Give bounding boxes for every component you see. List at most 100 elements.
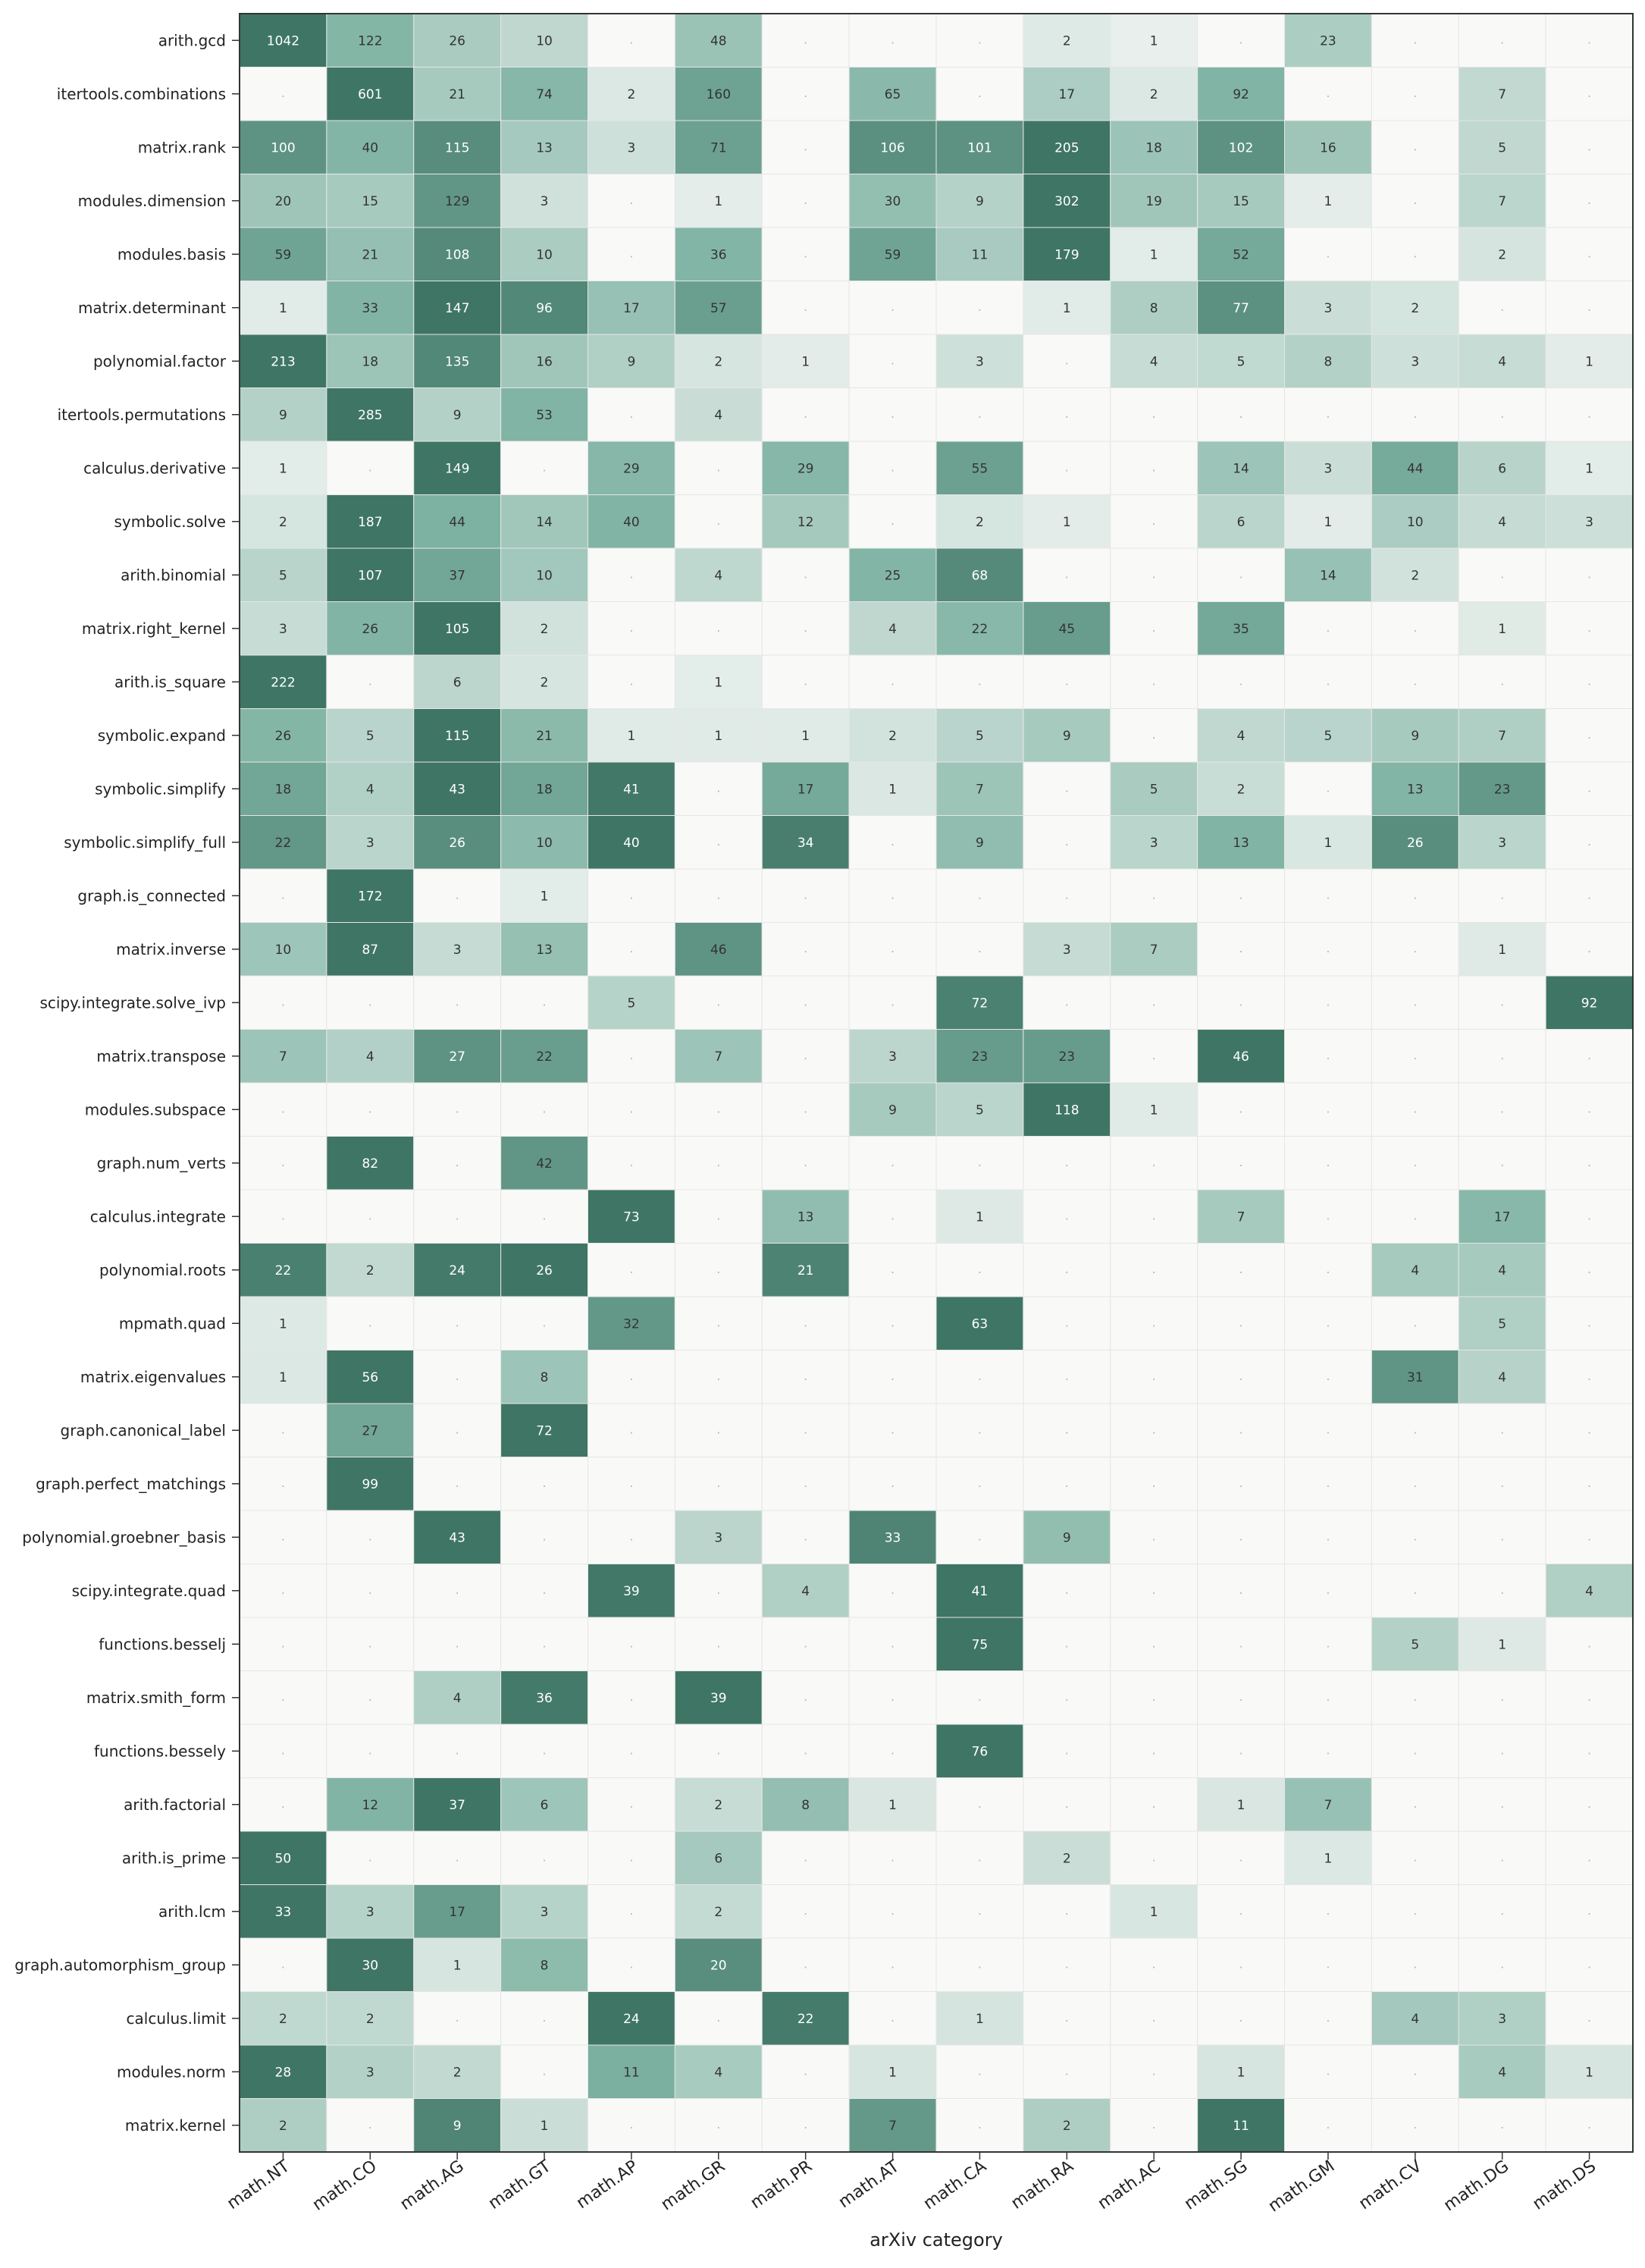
- heatmap-cell: [761, 281, 850, 335]
- cell-value: .: [1065, 780, 1069, 795]
- heatmap-cell: [1545, 975, 1634, 1030]
- cell-value: .: [978, 673, 982, 688]
- cell-value: .: [629, 246, 633, 260]
- heatmap-cell: [413, 1510, 502, 1564]
- cell-value: 4: [1498, 1263, 1506, 1278]
- cell-value: .: [1326, 1583, 1330, 1597]
- heatmap-cell: [674, 1777, 763, 1832]
- cell-value: .: [804, 566, 807, 581]
- y-tick-label: polynomial.factor: [93, 352, 227, 370]
- heatmap-cell: [1545, 1724, 1634, 1778]
- cell-value: .: [1065, 1743, 1069, 1757]
- cell-value: 3: [888, 1049, 897, 1065]
- cell-value: .: [716, 1583, 720, 1597]
- heatmap-cell: [588, 761, 675, 816]
- cell-value: 40: [623, 515, 640, 530]
- heatmap-cell: [1545, 868, 1634, 923]
- cell-value: 37: [449, 568, 465, 583]
- cell-value: 30: [885, 194, 901, 209]
- y-tick-label: modules.subspace: [85, 1100, 226, 1118]
- cell-value: 2: [1063, 2119, 1071, 2134]
- heatmap-cell: [1284, 1029, 1372, 1084]
- cell-value: .: [1239, 1101, 1243, 1115]
- heatmap-cell: [1023, 1189, 1111, 1244]
- cell-value: .: [1326, 1315, 1330, 1329]
- cell-value: .: [1065, 1636, 1069, 1650]
- cell-value: .: [1587, 1689, 1591, 1704]
- cell-value: 1: [1150, 247, 1158, 262]
- cell-value: 43: [449, 1530, 465, 1545]
- cell-value: 7: [1150, 943, 1158, 958]
- heatmap-cell: [1284, 547, 1372, 602]
- heatmap-cell: [413, 1350, 502, 1404]
- heatmap-cell: [239, 1029, 327, 1084]
- cell-value: 44: [1407, 461, 1424, 476]
- cell-value: .: [891, 941, 895, 955]
- cell-value: 4: [1237, 729, 1246, 744]
- cell-value: 13: [1407, 782, 1424, 797]
- heatmap-cell: [674, 1296, 763, 1350]
- cell-value: .: [456, 1155, 459, 1169]
- cell-value: .: [891, 1262, 895, 1276]
- cell-value: .: [1587, 1048, 1591, 1062]
- cell-value: .: [1587, 1796, 1591, 1811]
- cell-value: 40: [623, 836, 640, 851]
- cell-value: .: [1326, 1903, 1330, 1918]
- cell-value: .: [1239, 406, 1243, 421]
- heatmap-cell: [1458, 174, 1546, 228]
- cell-value: .: [1587, 1422, 1591, 1436]
- cell-value: .: [1152, 1796, 1156, 1811]
- cell-value: 5: [976, 1103, 984, 1118]
- heatmap-cell: [326, 1029, 415, 1084]
- cell-value: 1: [1150, 1905, 1158, 1920]
- cell-value: 10: [275, 943, 292, 958]
- cell-value: .: [1326, 1262, 1330, 1276]
- heatmap-cell: [1197, 120, 1285, 174]
- heatmap-cell: [1545, 174, 1634, 228]
- heatmap-cell: [1284, 1350, 1372, 1404]
- cell-value: 14: [536, 515, 553, 530]
- cell-value: 5: [1498, 1316, 1506, 1332]
- cell-value: 1: [1063, 301, 1071, 316]
- heatmap-cell: [1545, 494, 1634, 549]
- heatmap-cell: [1023, 13, 1111, 67]
- heatmap-cell: [1197, 708, 1285, 763]
- cell-value: 3: [366, 836, 374, 851]
- heatmap-cell: [1197, 547, 1285, 602]
- cell-value: .: [629, 1956, 633, 1971]
- heatmap-cell: [1545, 708, 1634, 763]
- cell-value: 4: [714, 568, 722, 583]
- cell-value: .: [804, 1101, 807, 1115]
- cell-value: 44: [449, 515, 465, 530]
- heatmap-cell: [848, 387, 937, 442]
- heatmap-cell: [1371, 975, 1459, 1030]
- heatmap-cell: [935, 1136, 1024, 1190]
- heatmap-cell: [1284, 281, 1372, 335]
- y-tick-label: matrix.smith_form: [86, 1689, 226, 1707]
- heatmap-cell: [588, 2044, 675, 2099]
- cell-value: 4: [1498, 515, 1506, 530]
- cell-value: 1042: [267, 33, 299, 49]
- heatmap-cell: [1023, 654, 1111, 709]
- heatmap-cell: [935, 761, 1024, 816]
- cell-value: 1: [1324, 836, 1333, 851]
- heatmap-cell: [1458, 1457, 1546, 1511]
- heatmap-cell: [1023, 1991, 1111, 2046]
- heatmap-cell: [935, 1617, 1024, 1671]
- cell-value: .: [1413, 2117, 1417, 2132]
- heatmap-cell: [1197, 922, 1285, 977]
- cell-value: .: [1152, 1048, 1156, 1062]
- heatmap-cell: [674, 281, 763, 335]
- heatmap-cell: [848, 13, 937, 67]
- heatmap-cell: [1545, 1189, 1634, 1244]
- heatmap-cell: [674, 1617, 763, 1671]
- cell-value: .: [978, 941, 982, 955]
- heatmap-cell: [326, 761, 415, 816]
- cell-value: 1: [1585, 354, 1593, 369]
- cell-value: .: [716, 1262, 720, 1276]
- heatmap-cell: [1371, 67, 1459, 121]
- cell-value: .: [716, 1101, 720, 1115]
- cell-value: 22: [275, 1263, 292, 1278]
- cell-value: 29: [623, 461, 640, 476]
- cell-value: .: [281, 1422, 285, 1436]
